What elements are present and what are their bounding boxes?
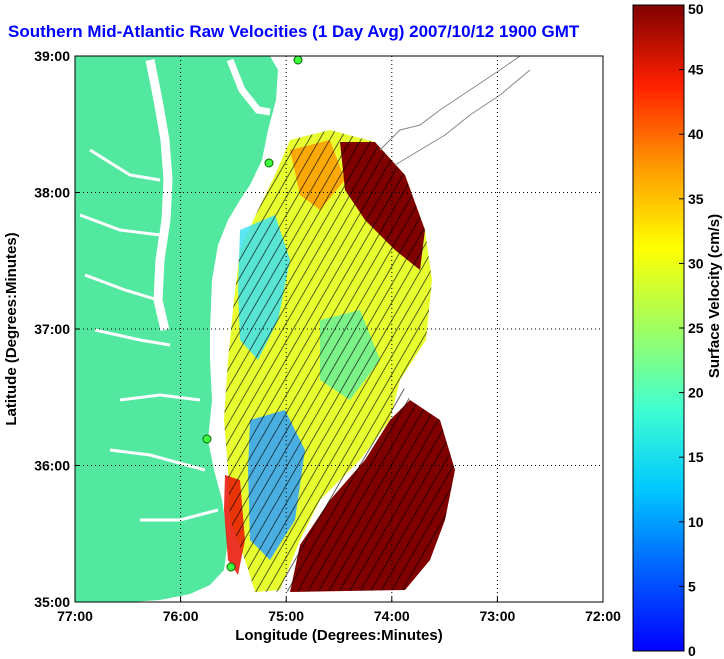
y-tick-label: 37:00 <box>34 321 70 337</box>
colorbar-tick-label: 0 <box>688 643 696 659</box>
colorbar-tick-label: 35 <box>688 191 704 207</box>
y-tick-label: 38:00 <box>34 185 70 201</box>
y-tick-label: 39:00 <box>34 48 70 64</box>
tidal-rivers <box>79 148 219 522</box>
x-tick-label: 75:00 <box>268 608 304 624</box>
x-axis-label: Longitude (Degrees:Minutes) <box>235 627 443 644</box>
station-marker <box>202 434 212 444</box>
chesapeake-bay <box>145 59 173 332</box>
bathymetry-contour <box>379 56 531 166</box>
colorbar <box>632 4 685 652</box>
colorbar-tick-label: 30 <box>688 255 704 271</box>
station-marker <box>226 562 236 572</box>
x-axis: 77:00 76:00 75:00 74:00 73:00 72:00 <box>57 597 621 624</box>
x-tick-label: 73:00 <box>479 608 515 624</box>
colorbar-tick-label: 25 <box>688 320 704 336</box>
y-tick-label: 36:00 <box>34 458 70 474</box>
station-marker <box>264 158 274 168</box>
colorbar-label: Surface Velocity (cm/s) <box>706 214 723 378</box>
x-tick-label: 74:00 <box>374 608 410 624</box>
delaware-bay <box>226 58 271 116</box>
colorbar-tick-label: 45 <box>688 62 704 78</box>
colorbar-tick-label: 15 <box>688 449 704 465</box>
y-tick-label: 35:00 <box>34 594 70 610</box>
vector-overlay <box>224 130 455 592</box>
colorbar-tick-label: 40 <box>688 126 704 142</box>
colorbar-tick-label: 20 <box>688 385 704 401</box>
x-tick-label: 72:00 <box>585 608 621 624</box>
x-tick-label: 76:00 <box>163 608 199 624</box>
x-tick-label: 77:00 <box>57 608 93 624</box>
colorbar-tick-label: 10 <box>688 514 704 530</box>
y-axis-label: Latitude (Degrees:Minutes) <box>3 232 20 425</box>
y-axis: 39:00 38:00 37:00 36:00 35:00 <box>34 48 80 610</box>
colorbar-tick-label: 5 <box>688 578 696 594</box>
grid-lines <box>75 56 603 602</box>
station-marker <box>293 56 303 65</box>
colorbar-tick-label: 50 <box>688 1 704 17</box>
chart-title: Southern Mid-Atlantic Raw Velocities (1 … <box>8 22 580 41</box>
colorbar-ticks: 0 5 10 15 20 25 30 35 40 45 50 <box>679 1 704 659</box>
